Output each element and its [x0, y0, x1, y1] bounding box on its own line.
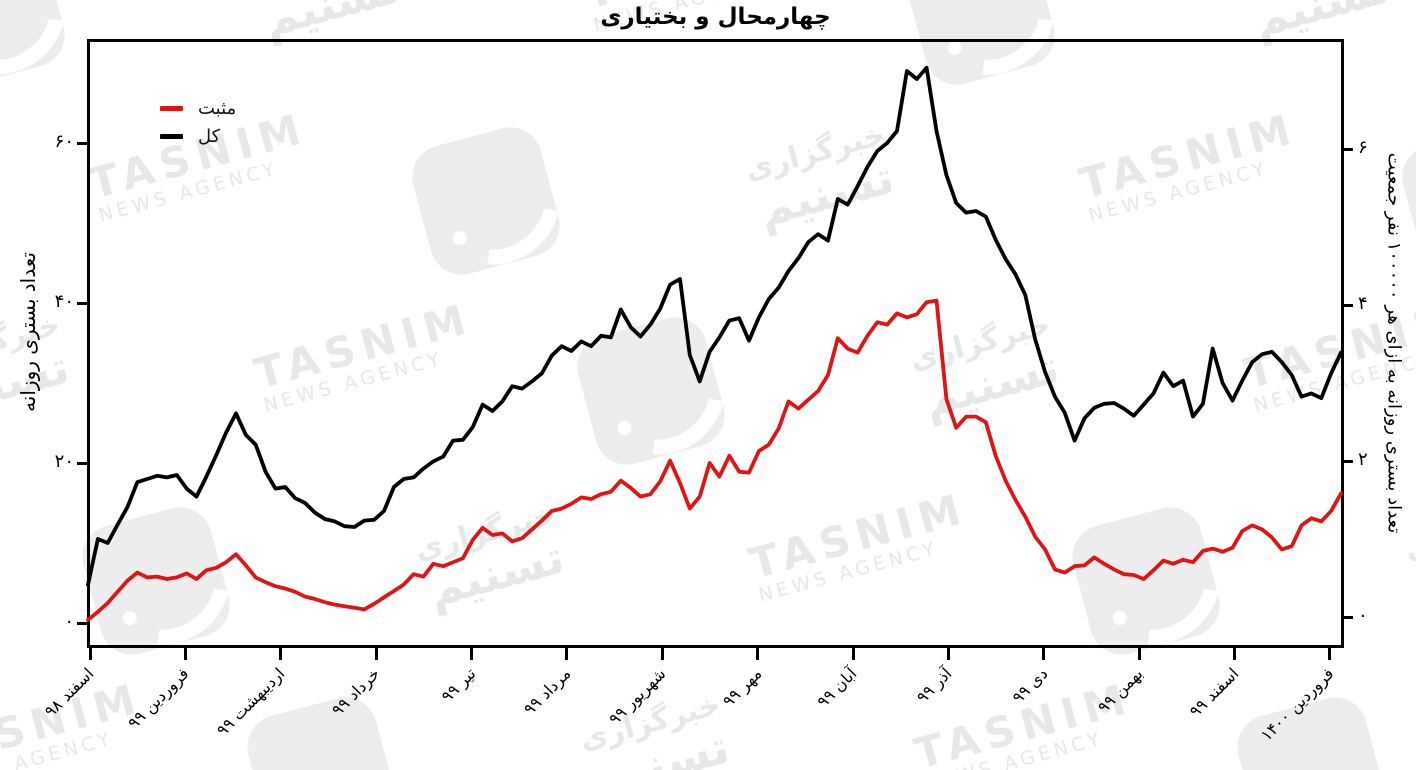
y-axis-right-tick-label: ۰ [1358, 605, 1368, 626]
legend-swatch-positive [160, 105, 183, 111]
x-axis-tick [374, 648, 378, 660]
x-axis-tick [279, 648, 283, 660]
x-axis-tick-label: اسفند ۹۸ [40, 664, 98, 721]
legend-item-total: کل [160, 122, 236, 150]
y-axis-left-tick-label: ۰ [64, 611, 74, 632]
y-axis-right-tick-label: ۴ [1358, 293, 1368, 314]
y-axis-right-tick [1341, 615, 1353, 619]
x-axis-tick [565, 648, 569, 660]
x-axis-tick [1233, 648, 1237, 660]
legend: مثبت کل [160, 94, 236, 150]
x-axis-tick [660, 648, 664, 660]
y-axis-left-tick [77, 621, 89, 625]
y-axis-right-tick [1341, 459, 1353, 463]
plot-area [87, 39, 1344, 648]
y-axis-right-tick-label: ۲ [1358, 449, 1368, 470]
x-axis-tick [470, 648, 474, 660]
tasnim-logo-watermark-icon [0, 0, 87, 98]
y-axis-left-tick-label: ۶۰ [54, 131, 74, 152]
y-axis-right-tick [1341, 303, 1353, 307]
y-axis-label-right: تعداد بستری روزانه به ازای هر ۱۰۰۰۰۰ نفر… [1383, 152, 1405, 534]
y-axis-label-left: تعداد بستری روزانه [16, 252, 40, 412]
x-axis-tick [756, 648, 760, 660]
x-axis-tick [183, 648, 187, 660]
x-axis-tick [1328, 648, 1332, 660]
y-axis-right-tick-label: ۶ [1358, 137, 1368, 158]
legend-item-positive: مثبت [160, 94, 236, 122]
y-axis-left-tick [77, 141, 89, 145]
y-axis-left-tick [77, 461, 89, 465]
x-axis-tick [851, 648, 855, 660]
y-axis-left-tick [77, 301, 89, 305]
x-axis-tick [946, 648, 950, 660]
x-axis-tick [1042, 648, 1046, 660]
x-axis-tick [1137, 648, 1141, 660]
y-axis-left-tick-label: ۲۰ [54, 451, 74, 472]
y-axis-left-tick-label: ۴۰ [54, 291, 74, 312]
y-axis-right-tick [1341, 147, 1353, 151]
legend-label-total: کل [198, 125, 221, 147]
legend-label-positive: مثبت [198, 97, 237, 119]
chart-title: چهارمحال و بختیاری [600, 4, 831, 30]
legend-swatch-total [160, 133, 183, 139]
x-axis-tick [88, 648, 92, 660]
